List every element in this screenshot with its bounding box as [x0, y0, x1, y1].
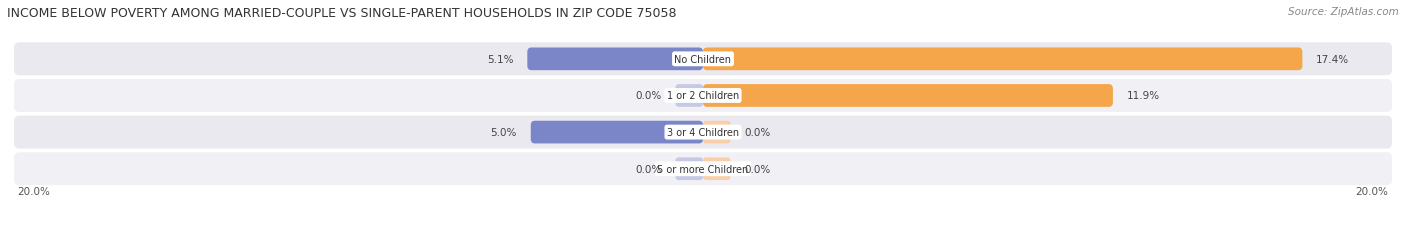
- FancyBboxPatch shape: [703, 48, 1302, 71]
- Text: 0.0%: 0.0%: [744, 128, 770, 137]
- Text: No Children: No Children: [675, 55, 731, 64]
- FancyBboxPatch shape: [14, 80, 1392, 112]
- FancyBboxPatch shape: [703, 85, 1114, 107]
- FancyBboxPatch shape: [703, 158, 731, 180]
- FancyBboxPatch shape: [675, 85, 703, 107]
- Text: 3 or 4 Children: 3 or 4 Children: [666, 128, 740, 137]
- Text: Source: ZipAtlas.com: Source: ZipAtlas.com: [1288, 7, 1399, 17]
- Text: 20.0%: 20.0%: [1355, 187, 1389, 197]
- Text: 0.0%: 0.0%: [636, 91, 662, 101]
- FancyBboxPatch shape: [703, 121, 731, 144]
- Text: INCOME BELOW POVERTY AMONG MARRIED-COUPLE VS SINGLE-PARENT HOUSEHOLDS IN ZIP COD: INCOME BELOW POVERTY AMONG MARRIED-COUPL…: [7, 7, 676, 20]
- FancyBboxPatch shape: [675, 158, 703, 180]
- Text: 0.0%: 0.0%: [744, 164, 770, 174]
- Text: 1 or 2 Children: 1 or 2 Children: [666, 91, 740, 101]
- FancyBboxPatch shape: [14, 153, 1392, 185]
- Text: 5.1%: 5.1%: [486, 55, 513, 64]
- Text: 20.0%: 20.0%: [17, 187, 51, 197]
- Text: 17.4%: 17.4%: [1316, 55, 1350, 64]
- FancyBboxPatch shape: [527, 48, 703, 71]
- Text: 5 or more Children: 5 or more Children: [658, 164, 748, 174]
- FancyBboxPatch shape: [14, 43, 1392, 76]
- FancyBboxPatch shape: [531, 121, 703, 144]
- FancyBboxPatch shape: [14, 116, 1392, 149]
- Text: 11.9%: 11.9%: [1126, 91, 1160, 101]
- Text: 5.0%: 5.0%: [491, 128, 517, 137]
- Text: 0.0%: 0.0%: [636, 164, 662, 174]
